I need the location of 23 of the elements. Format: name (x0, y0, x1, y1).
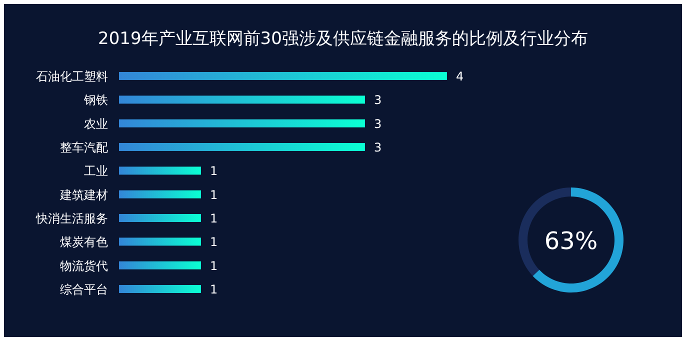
y-tick-label: 整车汽配 (60, 140, 108, 154)
data-label: 1 (210, 164, 218, 178)
y-tick-label: 农业 (84, 116, 108, 131)
y-tick-label: 物流货代 (60, 258, 108, 273)
chart-title: 2019年产业互联网前30强涉及供应链金融服务的比例及行业分布 (98, 29, 588, 49)
y-tick-label: 建筑建材 (59, 188, 108, 202)
data-label: 1 (210, 235, 218, 250)
data-label: 1 (210, 188, 218, 202)
y-tick-label: 综合平台 (60, 282, 108, 296)
data-label: 1 (210, 212, 218, 226)
data-label: 3 (374, 93, 382, 108)
y-tick-label: 钢铁 (83, 93, 108, 108)
y-tick-label: 煤炭有色 (60, 235, 108, 250)
data-label: 3 (374, 140, 382, 154)
donut-slice (532, 188, 624, 292)
data-label: 1 (210, 258, 218, 273)
y-tick-label: 工业 (84, 164, 108, 178)
y-tick-label: 快消生活服务 (35, 212, 108, 226)
data-label: 63% (544, 227, 598, 255)
data-label: 4 (456, 70, 464, 84)
y-tick-label: 石油化工塑料 (36, 70, 108, 84)
data-label: 1 (210, 282, 218, 296)
data-label: 3 (374, 116, 382, 131)
